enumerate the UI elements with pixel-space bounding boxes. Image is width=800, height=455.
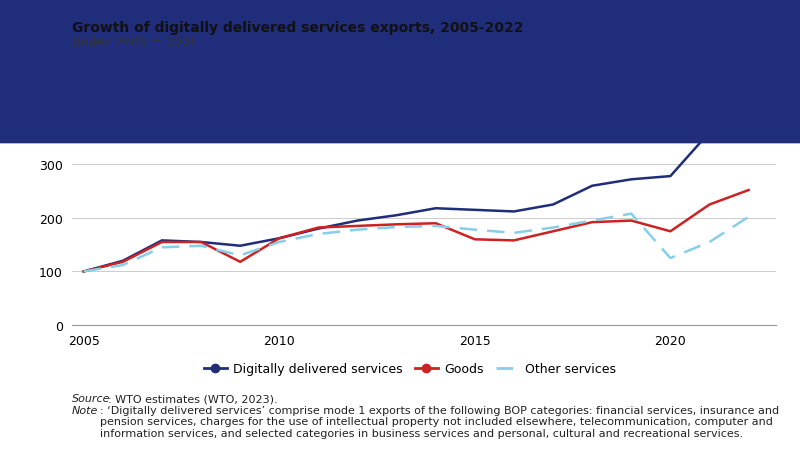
Text: (Index 2005 = 100): (Index 2005 = 100): [72, 36, 194, 50]
Legend: Digitally delivered services, Goods, Other services: Digitally delivered services, Goods, Oth…: [199, 357, 621, 380]
Text: Figure 12.: Figure 12.: [72, 8, 144, 21]
Text: Note: Note: [72, 405, 98, 415]
Text: : WTO estimates (WTO, 2023).: : WTO estimates (WTO, 2023).: [108, 394, 278, 404]
Text: Source: Source: [72, 394, 110, 404]
Text: : ‘Digitally delivered services’ comprise mode 1 exports of the following BOP ca: : ‘Digitally delivered services’ compris…: [100, 405, 779, 438]
Text: Growth of digitally delivered services exports, 2005-2022: Growth of digitally delivered services e…: [72, 20, 523, 35]
